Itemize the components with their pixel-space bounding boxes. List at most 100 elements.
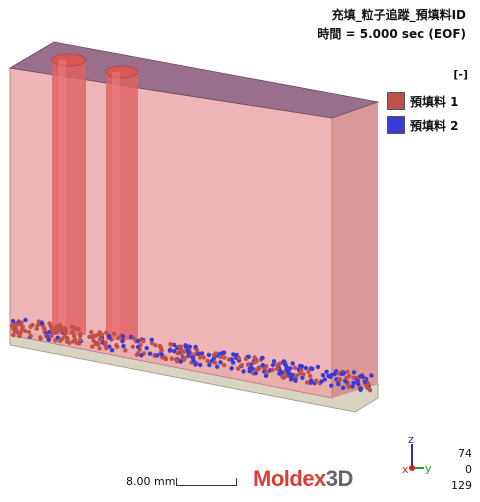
particle — [274, 366, 280, 371]
particle — [236, 366, 241, 371]
particle — [231, 352, 236, 357]
particle — [351, 370, 357, 375]
particle — [23, 317, 28, 323]
particle — [300, 375, 305, 380]
particle — [171, 342, 177, 348]
scale-bar — [176, 478, 237, 486]
particle — [344, 375, 349, 381]
particle — [91, 338, 96, 343]
particle — [293, 378, 298, 383]
particle — [112, 331, 117, 336]
particle — [153, 343, 158, 348]
particle — [179, 352, 184, 357]
particle — [10, 322, 16, 328]
particle — [139, 353, 144, 358]
particle — [201, 355, 206, 360]
particle — [11, 319, 16, 324]
particle — [252, 355, 257, 360]
gate-cylinder-right — [105, 65, 139, 340]
legend-swatch-filler-2 — [387, 116, 405, 134]
particle — [107, 335, 112, 340]
particle — [22, 328, 28, 333]
particle — [78, 331, 83, 337]
particle — [130, 344, 135, 349]
particle — [70, 324, 75, 330]
moldex3d-logo: Moldex3D — [253, 466, 353, 491]
particle — [230, 360, 236, 365]
particle — [270, 367, 275, 372]
particle — [20, 324, 25, 329]
particle — [293, 373, 299, 378]
particle — [30, 322, 35, 328]
particle — [329, 372, 334, 378]
particle — [168, 341, 173, 347]
particle — [198, 362, 203, 368]
particle — [358, 386, 364, 391]
particle — [289, 376, 294, 381]
particle — [98, 336, 103, 342]
particle — [351, 375, 356, 380]
particle — [351, 380, 356, 386]
particle — [282, 360, 287, 365]
particle — [319, 379, 324, 384]
particle — [155, 353, 160, 358]
particle — [104, 346, 109, 351]
particle — [326, 373, 331, 379]
particle — [194, 348, 200, 353]
particle — [199, 351, 205, 356]
particle — [254, 359, 259, 364]
particle — [46, 337, 51, 342]
particle — [123, 348, 128, 353]
particle — [320, 373, 326, 378]
particle — [132, 336, 137, 341]
particle — [191, 358, 196, 364]
particle — [14, 326, 19, 331]
particle — [17, 333, 22, 339]
particle — [39, 320, 45, 326]
axis-z-label: z — [408, 433, 414, 446]
particle — [76, 326, 81, 332]
particle — [16, 322, 22, 327]
particle — [64, 339, 70, 344]
particle — [322, 377, 327, 382]
particle — [135, 351, 141, 356]
particle — [369, 373, 374, 378]
particle — [172, 349, 177, 354]
particle — [163, 356, 168, 362]
particle — [120, 339, 125, 344]
particle — [71, 333, 77, 339]
orientation-value-z: 74 — [458, 447, 472, 460]
particle — [135, 344, 141, 350]
particle — [26, 329, 32, 335]
particle — [177, 344, 182, 350]
particle — [222, 363, 227, 368]
axis-x-label: x — [402, 463, 409, 476]
particle — [286, 371, 292, 376]
particle — [116, 335, 121, 341]
particle — [340, 385, 346, 390]
particle — [299, 367, 304, 373]
particle — [339, 371, 344, 376]
axis-y-label: y — [425, 462, 432, 475]
particle — [178, 359, 183, 364]
particle — [264, 364, 269, 369]
particle — [299, 364, 305, 369]
particle — [324, 369, 329, 374]
particle — [310, 366, 315, 371]
orientation-values: 74 0 129 — [451, 446, 472, 494]
legend-item-filler-2: 預填料 2 — [387, 114, 459, 136]
orientation-value-x: 129 — [451, 479, 472, 492]
particle — [306, 369, 311, 374]
particle — [358, 374, 363, 379]
particle — [186, 350, 191, 355]
particle — [270, 362, 276, 368]
particle — [182, 349, 187, 354]
particle — [196, 351, 201, 357]
particle — [290, 361, 295, 366]
orientation-triad: z y x — [402, 433, 432, 476]
particle — [239, 363, 245, 368]
particle — [197, 355, 203, 360]
particle — [57, 325, 62, 331]
particle — [259, 355, 265, 361]
